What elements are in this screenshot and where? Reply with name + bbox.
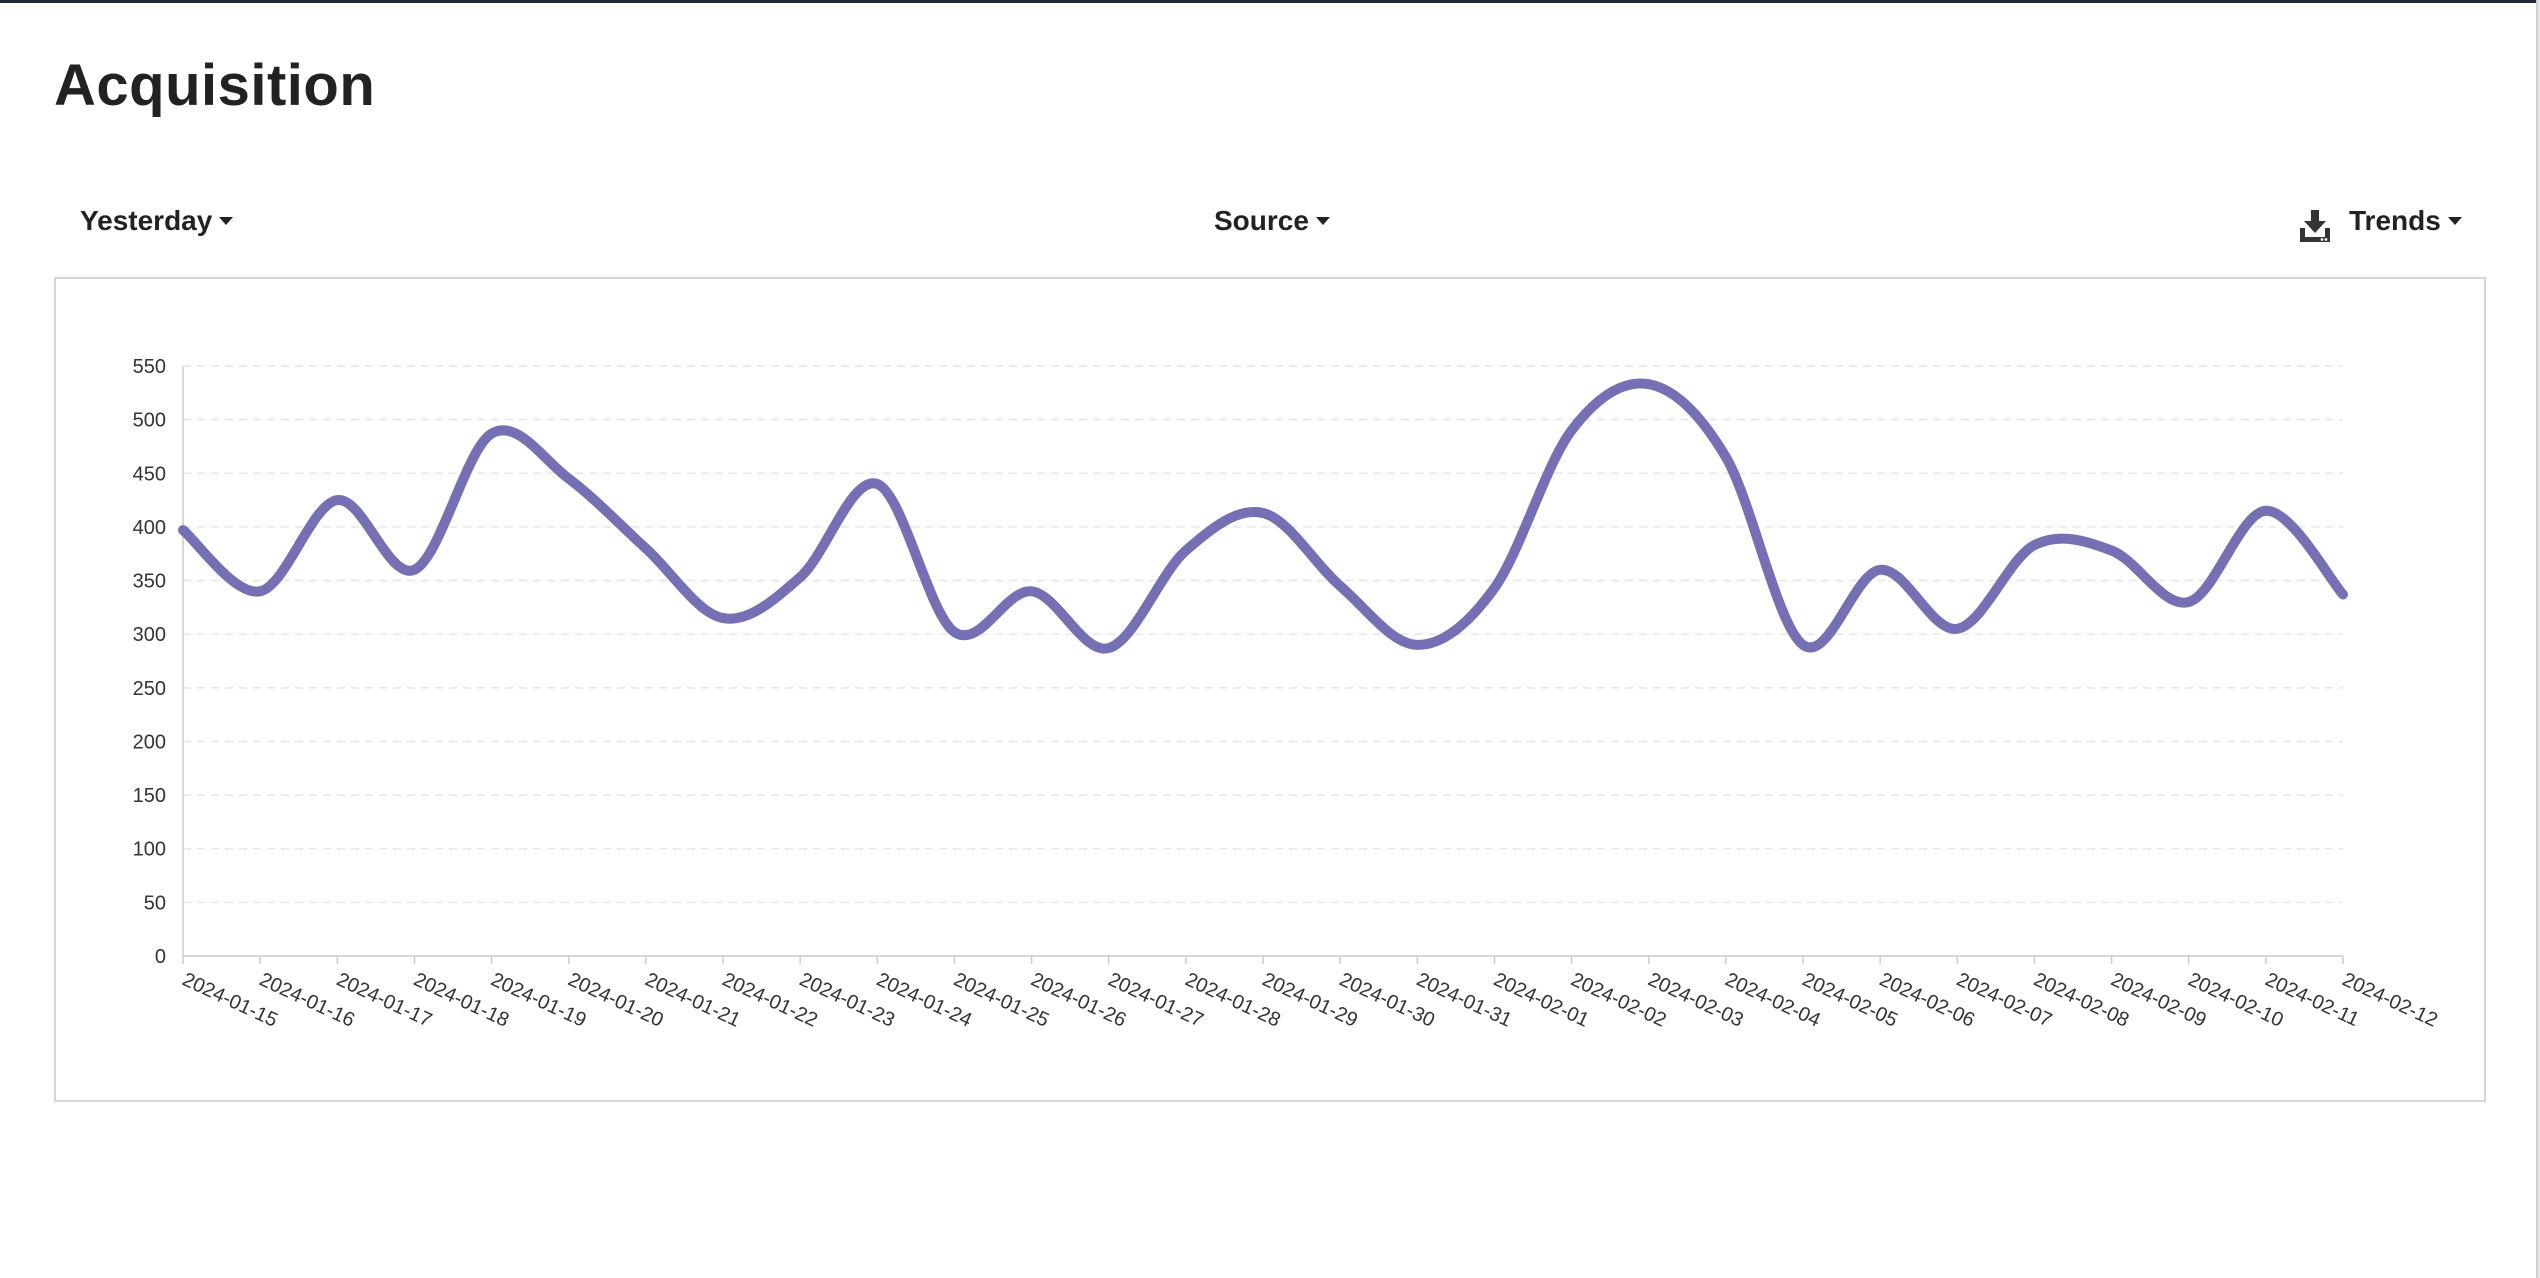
- y-tick-label: 400: [133, 517, 166, 539]
- trends-dropdown[interactable]: Trends: [2349, 205, 2462, 237]
- toolbar: Yesterday Source Trends: [0, 205, 2540, 253]
- data-point[interactable]: [640, 542, 652, 554]
- series: [177, 378, 2349, 654]
- data-point[interactable]: [871, 478, 883, 490]
- y-tick-label: 450: [133, 463, 166, 485]
- source-dropdown-label: Source: [1214, 205, 1309, 236]
- data-point[interactable]: [331, 494, 343, 506]
- data-point[interactable]: [1334, 580, 1346, 592]
- y-tick-label: 0: [155, 946, 166, 968]
- source-dropdown[interactable]: Source: [1214, 205, 1330, 237]
- data-point[interactable]: [408, 564, 420, 576]
- data-point[interactable]: [1951, 623, 1963, 635]
- y-tick-label: 500: [133, 410, 166, 432]
- data-point[interactable]: [254, 585, 266, 597]
- data-point[interactable]: [717, 612, 729, 624]
- y-tick-label: 550: [133, 356, 166, 378]
- data-point[interactable]: [1180, 545, 1192, 557]
- caret-down-icon: [1315, 217, 1330, 225]
- data-point[interactable]: [177, 524, 189, 536]
- data-point[interactable]: [1411, 639, 1423, 651]
- data-point[interactable]: [486, 428, 498, 440]
- chart-container: 0 50 100 150 200 250 300 350 400 450 500 550 2024-01…: [54, 277, 2486, 1102]
- y-tick-label: 200: [133, 731, 166, 753]
- data-point[interactable]: [2260, 505, 2272, 517]
- series-line[interactable]: [178, 378, 2348, 654]
- line-chart: 0501001502002503003504004505005502024-01…: [133, 356, 2441, 1032]
- data-point[interactable]: [563, 473, 575, 485]
- data-point[interactable]: [1257, 507, 1269, 519]
- data-point[interactable]: [1797, 639, 1809, 651]
- data-point[interactable]: [1488, 582, 1500, 594]
- data-point[interactable]: [2183, 596, 2195, 608]
- caret-down-icon: [219, 217, 234, 225]
- y-tick-label: 250: [133, 678, 166, 700]
- data-point[interactable]: [948, 626, 960, 638]
- grid: [183, 365, 2343, 904]
- y-tick-label: 300: [133, 624, 166, 646]
- y-tick-label: 100: [133, 839, 166, 861]
- caret-down-icon: [2447, 217, 2462, 225]
- data-point[interactable]: [1103, 642, 1115, 654]
- period-dropdown-label: Yesterday: [80, 205, 213, 236]
- data-point[interactable]: [1720, 451, 1732, 463]
- download-icon[interactable]: [2299, 209, 2331, 243]
- y-tick-label: 50: [144, 892, 166, 914]
- page-title: Acquisition: [54, 53, 376, 118]
- data-point[interactable]: [2106, 545, 2118, 557]
- scrollbar[interactable]: [2536, 0, 2540, 1278]
- data-point[interactable]: [794, 571, 806, 583]
- data-point[interactable]: [1026, 585, 1038, 597]
- y-tick-label: 350: [133, 571, 166, 593]
- data-point[interactable]: [1566, 424, 1578, 436]
- data-point[interactable]: [2337, 588, 2349, 600]
- data-point[interactable]: [1643, 378, 1655, 390]
- data-point[interactable]: [1874, 564, 1886, 576]
- trends-dropdown-label: Trends: [2349, 205, 2441, 236]
- y-tick-label: 150: [133, 785, 166, 807]
- period-dropdown[interactable]: Yesterday: [80, 205, 234, 237]
- data-point[interactable]: [2028, 539, 2040, 551]
- top-border: [0, 0, 2540, 3]
